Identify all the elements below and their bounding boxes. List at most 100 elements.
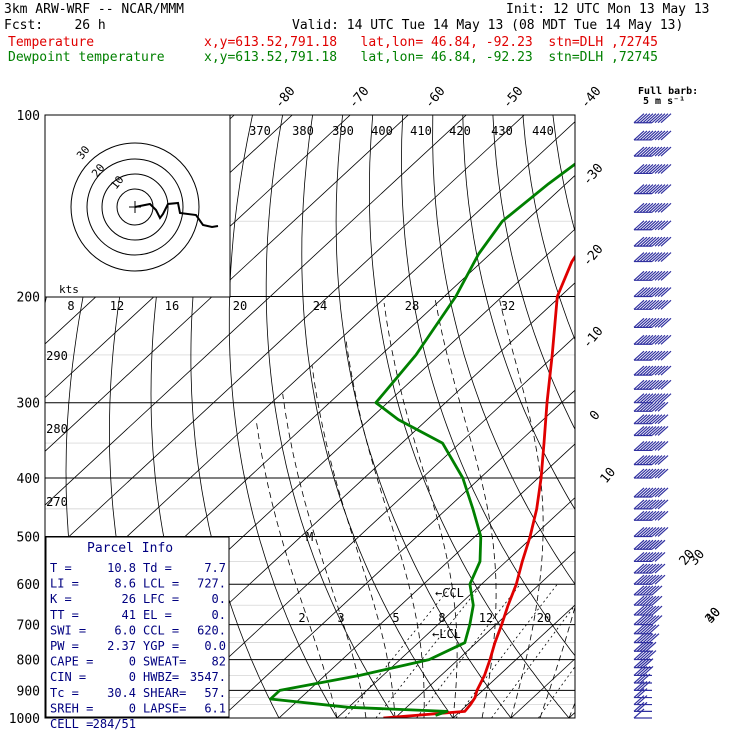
wind-barb-feather: [642, 236, 654, 247]
wind-barb-feather: [633, 299, 645, 310]
wind-barb: [633, 708, 652, 719]
wind-barb-feather: [633, 641, 645, 652]
wind-barb-feather: [657, 365, 669, 376]
wind-barb-feather: [639, 414, 651, 425]
wind-barb-feather: [633, 605, 645, 616]
parcel-info-l1: CAPE =: [50, 655, 93, 669]
wind-barb-feather: [636, 595, 648, 606]
parcel-info-v2: 57.: [204, 686, 226, 700]
wind-barb-feather: [639, 163, 651, 174]
wind-barb-feather: [636, 539, 648, 550]
wind-barb-feather: [651, 365, 663, 376]
dry-adiabat: [673, 115, 740, 718]
hodograph-ring-label: 10: [108, 173, 126, 191]
wind-barb-feather: [657, 130, 669, 141]
parcel-info-v2: 3547.: [190, 670, 226, 684]
lcl-annotation: ←LCL: [432, 627, 461, 641]
wind-barb-feather: [639, 539, 651, 550]
wind-barb: [633, 414, 669, 425]
wind-barb-feather: [639, 113, 651, 124]
mixing-ratio-label: 5: [392, 611, 399, 625]
wind-barb: [633, 113, 672, 124]
wind-barb-feather: [651, 317, 663, 328]
dry-adiabat: [522, 115, 575, 341]
wind-barb-feather: [633, 441, 645, 451]
wind-barb-feather: [651, 605, 663, 616]
wind-barb-feather: [654, 574, 666, 585]
wind-barb-feather: [639, 574, 651, 585]
isotherm-label: -70: [346, 84, 373, 112]
wind-barb: [633, 595, 663, 606]
theta-label: 370: [249, 124, 271, 138]
wind-barb-feather: [654, 287, 666, 297]
speed-label: 20: [233, 299, 247, 313]
parcel-info-v1: 6.0: [114, 623, 136, 637]
wind-barb-feather: [636, 624, 648, 635]
wind-barb-feather: [636, 270, 648, 281]
wind-barb-feather: [648, 563, 660, 574]
wind-barb: [633, 317, 672, 328]
wind-barb-feather: [654, 184, 666, 195]
isotherm-line: [336, 497, 575, 718]
wind-barb-feather: [642, 455, 654, 466]
wind-barb-feather: [633, 220, 645, 231]
wind-barb: [633, 641, 657, 652]
wind-barb-feather: [645, 184, 657, 195]
wind-barb-feather: [648, 574, 660, 585]
wind-barb-feather: [642, 585, 654, 596]
wind-barb-feather: [642, 365, 654, 376]
wind-barb-feather: [648, 334, 660, 345]
isotherm-label: 10: [598, 465, 620, 487]
wind-barb-feather: [645, 317, 657, 328]
temperature-trace: [383, 254, 575, 718]
wind-barb-feather: [648, 510, 660, 521]
wind-barb-feather: [651, 220, 663, 231]
wind-barb-feather: [645, 393, 657, 404]
wind-barb-feather: [645, 220, 657, 231]
init-time: Init: 12 UTC Mon 13 May 13: [506, 2, 710, 17]
wind-barb-feather: [642, 299, 654, 310]
parcel-info-v1: 0: [129, 670, 136, 684]
parcel-info-v2: 0.: [212, 592, 226, 606]
wind-barb-feather: [639, 299, 651, 310]
wind-barb-feather: [636, 468, 648, 479]
parcel-info-l1: LI =: [50, 577, 79, 591]
wind-barb-feather: [639, 595, 651, 606]
dry-adiabat: [733, 115, 740, 718]
dry-adiabat: [228, 115, 338, 718]
dewpoint-trace: [269, 162, 575, 717]
wind-barb-feather: [636, 163, 648, 174]
wind-barb-feather: [636, 633, 648, 644]
wind-barb-feather: [648, 499, 660, 510]
plot-frame: [44, 114, 576, 719]
moist-adiabat: [345, 338, 425, 718]
hodograph-ring: [101, 173, 169, 241]
parcel-info-l1: Tc =: [50, 686, 79, 700]
wind-barb-feather: [636, 487, 648, 498]
wind-barb-feather: [657, 236, 669, 247]
wind-barb-feather: [633, 146, 645, 157]
wind-barb-feather: [636, 220, 648, 231]
wind-barb-feather: [639, 633, 651, 644]
wind-barb: [633, 585, 663, 596]
wind-barb-feather: [633, 317, 645, 328]
wind-barb-feather: [654, 270, 666, 281]
wind-barb-feather: [651, 334, 663, 345]
wind-barb-feather: [648, 615, 660, 626]
wind-barb-feather: [636, 527, 648, 537]
wind-barb-feather: [636, 574, 648, 585]
wind-barb-feather: [648, 539, 660, 550]
wind-barb-feather: [642, 414, 654, 425]
isotherm-label: -60: [422, 84, 449, 112]
wind-barb-feather: [642, 334, 654, 345]
wind-barb-feather: [654, 379, 666, 390]
wind-barb-feather: [642, 184, 654, 195]
theta-label: 380: [292, 124, 314, 138]
wind-barb: [633, 365, 672, 376]
wind-barb: [633, 487, 669, 498]
isotherm-line: [278, 443, 575, 718]
wind-barb-feather: [651, 487, 663, 498]
wind-barb-feather: [645, 146, 657, 157]
wind-barb: [633, 379, 672, 390]
wind-barb: [633, 334, 672, 345]
